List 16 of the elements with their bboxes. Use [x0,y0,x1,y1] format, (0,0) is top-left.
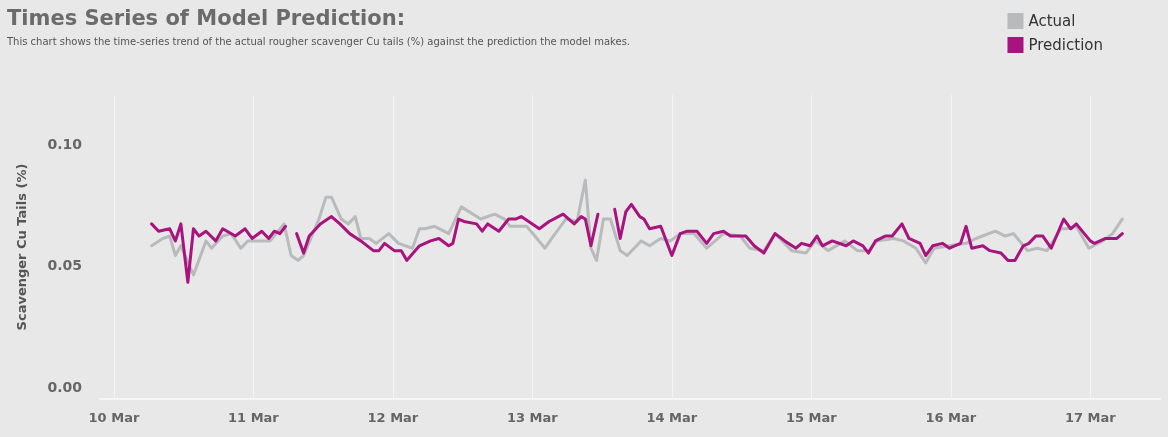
y-tick-label: 0.05 [47,257,82,274]
x-tick-label: 11 Mar [228,410,280,425]
x-tick-label: 16 Mar [925,410,977,425]
y-tick-label: 0.10 [47,135,83,152]
x-tick-label: 17 Mar [1064,410,1117,425]
legend-label: Prediction [1028,36,1104,54]
x-tick-label: 15 Mar [785,410,838,425]
x-tick-label: 12 Mar [367,410,419,425]
x-tick-label: 10 Mar [88,410,140,425]
chart-title: Times Series of Model Prediction: [7,5,406,30]
y-axis-title: Scavenger Cu Tails (%) [14,163,29,331]
legend-label: Actual [1028,12,1076,30]
y-tick-label: 0.00 [47,378,83,395]
x-tick-label: 13 Mar [506,410,559,425]
chart-subtitle: This chart shows the time-series trend of the actual rougher scavenger Cu tails (%) against the prediction the model makes. [6,35,631,47]
x-tick-label: 14 Mar [646,410,698,425]
